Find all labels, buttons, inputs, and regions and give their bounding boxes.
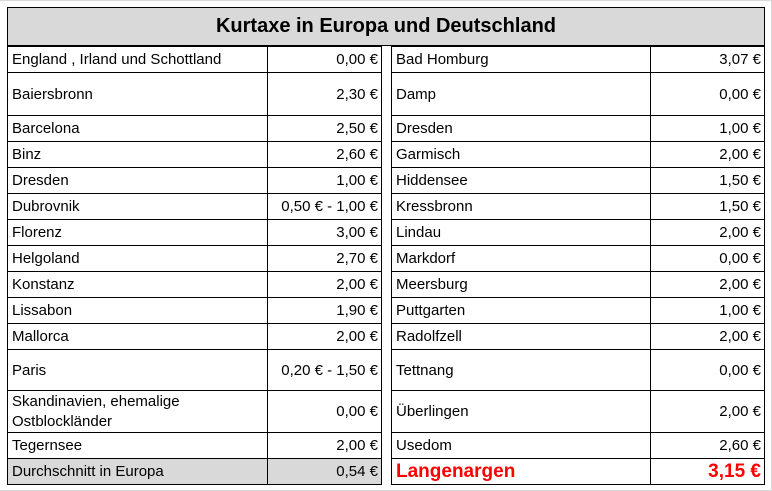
table-row: Dubrovnik 0,50 € - 1,00 € [7, 193, 382, 220]
spreadsheet-table: Kurtaxe in Europa und Deutschland Englan… [7, 7, 765, 485]
place-cell[interactable]: Paris [7, 349, 268, 391]
place-cell[interactable]: Usedom [390, 432, 652, 459]
table-row: Puttgarten 1,00 € [390, 297, 765, 324]
average-label-cell[interactable]: Durchschnitt in Europa [7, 458, 268, 485]
table-row: Damp 0,00 € [390, 72, 765, 116]
table-row: Barcelona 2,50 € [7, 115, 382, 142]
fee-cell[interactable]: 0,00 € [650, 72, 765, 116]
fee-cell[interactable]: 2,70 € [267, 245, 382, 272]
average-value-cell[interactable]: 0,54 € [267, 458, 382, 485]
table-row: Dresden 1,00 € [390, 115, 765, 142]
fee-cell[interactable]: 3,00 € [267, 219, 382, 246]
fee-cell[interactable]: 1,90 € [267, 297, 382, 324]
place-cell[interactable]: Barcelona [7, 115, 268, 142]
fee-cell[interactable]: 2,00 € [267, 323, 382, 350]
sheet-gridline [0, 0, 772, 1]
highlight-place-cell[interactable]: Langenargen [390, 458, 652, 485]
fee-cell[interactable]: 3,07 € [650, 46, 765, 73]
table-row: Baiersbronn 2,30 € [7, 72, 382, 116]
place-cell[interactable]: Florenz [7, 219, 268, 246]
place-cell[interactable]: Konstanz [7, 271, 268, 298]
fee-cell[interactable]: 1,50 € [650, 193, 765, 220]
fee-cell[interactable]: 1,00 € [650, 115, 765, 142]
place-cell[interactable]: Dubrovnik [7, 193, 268, 220]
place-cell[interactable]: Dresden [390, 115, 652, 142]
place-cell[interactable]: Meersburg [390, 271, 652, 298]
fee-cell[interactable]: 0,00 € [267, 390, 382, 433]
fee-cell[interactable]: 2,00 € [650, 390, 765, 433]
fee-cell[interactable]: 0,20 € - 1,50 € [267, 349, 382, 391]
fee-cell[interactable]: 2,00 € [267, 271, 382, 298]
fee-cell[interactable]: 2,30 € [267, 72, 382, 116]
germany-table: Bad Homburg 3,07 € Damp 0,00 € Dresden 1… [390, 46, 765, 485]
table-row: Kressbronn 1,50 € [390, 193, 765, 220]
place-cell[interactable]: Binz [7, 141, 268, 168]
table-row: Dresden 1,00 € [7, 167, 382, 194]
place-cell[interactable]: Kressbronn [390, 193, 652, 220]
table-row: Bad Homburg 3,07 € [390, 46, 765, 73]
place-cell[interactable]: Damp [390, 72, 652, 116]
place-cell[interactable]: Lissabon [7, 297, 268, 324]
table-row: Markdorf 0,00 € [390, 245, 765, 272]
fee-cell[interactable]: 2,50 € [267, 115, 382, 142]
fee-cell[interactable]: 1,00 € [267, 167, 382, 194]
place-cell[interactable]: Puttgarten [390, 297, 652, 324]
place-cell[interactable]: Hiddensee [390, 167, 652, 194]
fee-cell[interactable]: 1,00 € [650, 297, 765, 324]
average-row: Durchschnitt in Europa 0,54 € [7, 458, 382, 485]
table-row: Binz 2,60 € [7, 141, 382, 168]
fee-cell[interactable]: 0,00 € [650, 349, 765, 391]
table-row: Tegernsee 2,00 € [7, 432, 382, 459]
place-cell[interactable]: Tettnang [390, 349, 652, 391]
fee-cell[interactable]: 0,00 € [650, 245, 765, 272]
place-cell[interactable]: England , Irland und Schottland [7, 46, 268, 73]
table-row: Hiddensee 1,50 € [390, 167, 765, 194]
table-row: Meersburg 2,00 € [390, 271, 765, 298]
table-row: Florenz 3,00 € [7, 219, 382, 246]
table-row: Tettnang 0,00 € [390, 349, 765, 391]
table-row: Mallorca 2,00 € [7, 323, 382, 350]
table-row: Usedom 2,60 € [390, 432, 765, 459]
table-row: Lissabon 1,90 € [7, 297, 382, 324]
fee-cell[interactable]: 0,00 € [267, 46, 382, 73]
place-cell[interactable]: Baiersbronn [7, 72, 268, 116]
fee-cell[interactable]: 2,00 € [650, 323, 765, 350]
table-row: Lindau 2,00 € [390, 219, 765, 246]
table-row: Garmisch 2,00 € [390, 141, 765, 168]
highlight-fee-cell[interactable]: 3,15 € [650, 458, 765, 485]
place-cell[interactable]: Mallorca [7, 323, 268, 350]
place-cell[interactable]: Tegernsee [7, 432, 268, 459]
europe-table: England , Irland und Schottland 0,00 € B… [7, 46, 382, 485]
place-cell[interactable]: Überlingen [390, 390, 652, 433]
place-cell[interactable]: Dresden [7, 167, 268, 194]
fee-cell[interactable]: 2,60 € [267, 141, 382, 168]
highlight-row: Langenargen 3,15 € [390, 458, 765, 485]
place-cell[interactable]: Markdorf [390, 245, 652, 272]
fee-cell[interactable]: 2,00 € [650, 219, 765, 246]
place-cell[interactable]: Helgoland [7, 245, 268, 272]
fee-cell[interactable]: 2,00 € [267, 432, 382, 459]
table-row: Helgoland 2,70 € [7, 245, 382, 272]
fee-cell[interactable]: 0,50 € - 1,00 € [267, 193, 382, 220]
table-row: England , Irland und Schottland 0,00 € [7, 46, 382, 73]
table-title: Kurtaxe in Europa und Deutschland [7, 7, 765, 46]
place-cell[interactable]: Lindau [390, 219, 652, 246]
table-row: Konstanz 2,00 € [7, 271, 382, 298]
table-row: Überlingen 2,00 € [390, 390, 765, 433]
table-row: Skandinavien, ehemalige Ostblockländer 0… [7, 390, 382, 433]
fee-cell[interactable]: 2,60 € [650, 432, 765, 459]
table-row: Radolfzell 2,00 € [390, 323, 765, 350]
place-cell[interactable]: Skandinavien, ehemalige Ostblockländer [7, 390, 268, 433]
place-cell[interactable]: Garmisch [390, 141, 652, 168]
fee-cell[interactable]: 2,00 € [650, 141, 765, 168]
fee-cell[interactable]: 2,00 € [650, 271, 765, 298]
fee-cell[interactable]: 1,50 € [650, 167, 765, 194]
place-cell[interactable]: Radolfzell [390, 323, 652, 350]
table-row: Paris 0,20 € - 1,50 € [7, 349, 382, 391]
place-cell[interactable]: Bad Homburg [390, 46, 652, 73]
